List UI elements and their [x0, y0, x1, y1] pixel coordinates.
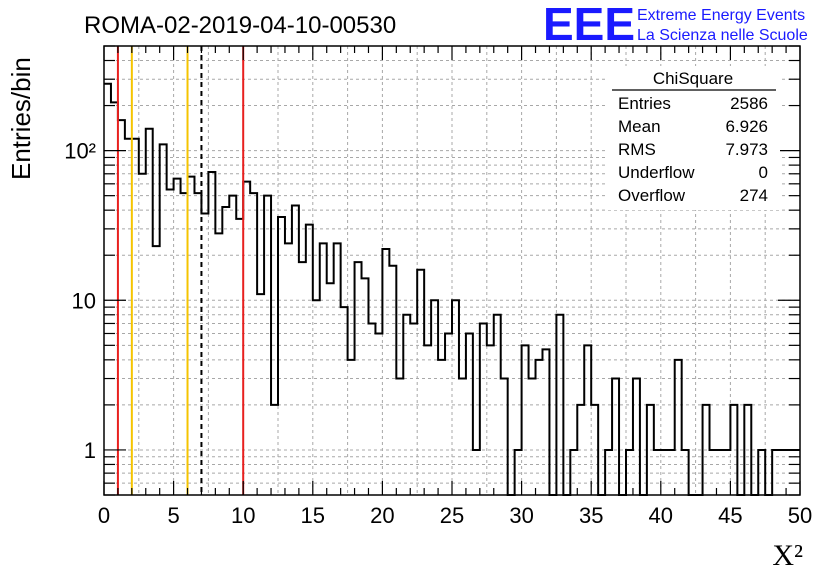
x-tick-label: 35 [579, 503, 603, 528]
y-axis-label: Entries/bin [6, 57, 36, 180]
x-tick-label: 0 [98, 503, 110, 528]
histogram-outline [104, 82, 800, 496]
logo-line-2: La Scienza nelle Scuole [637, 27, 808, 44]
y-tick-label: 1 [84, 438, 96, 463]
stats-label: RMS [618, 140, 656, 159]
x-tick-label: 5 [167, 503, 179, 528]
y-tick-labels: 1 10 10² [64, 139, 96, 463]
stats-rows: Entries 2586 Mean 6.926 RMS 7.973 Underflow 0 Ov… [618, 94, 768, 205]
eee-logo: EEE Extreme Energy Events La Scienza nel… [543, 0, 808, 50]
x-tick-label: 15 [301, 503, 325, 528]
stats-value: 0 [759, 163, 768, 182]
x-tick-labels: 0 5 10 15 20 25 30 35 40 45 50 [98, 503, 812, 528]
x-tick-label: 10 [231, 503, 255, 528]
stats-box-name: ChiSquare [653, 69, 733, 88]
stats-label: Overflow [618, 186, 686, 205]
stats-label: Mean [618, 117, 661, 136]
stats-value: 274 [740, 186, 768, 205]
stats-box: ChiSquare Entries 2586 Mean 6.926 RMS 7.973 Un… [606, 66, 780, 210]
stats-label: Underflow [618, 163, 695, 182]
stats-value: 7.973 [725, 140, 768, 159]
stats-label: Entries [618, 94, 671, 113]
x-axis-label: X² [772, 539, 803, 572]
x-tick-label: 40 [649, 503, 673, 528]
x-tick-label: 20 [370, 503, 394, 528]
x-tick-label: 30 [509, 503, 533, 528]
histogram-series [104, 82, 800, 496]
y-tick-label: 10² [64, 139, 96, 164]
stats-value: 2586 [730, 94, 768, 113]
chart-title: ROMA-02-2019-04-10-00530 [84, 12, 396, 39]
x-tick-label: 25 [440, 503, 464, 528]
logo-mark: EEE [543, 0, 635, 50]
x-tick-label: 50 [788, 503, 812, 528]
reference-lines [116, 46, 245, 495]
x-tick-label: 45 [718, 503, 742, 528]
stats-value: 6.926 [725, 117, 768, 136]
logo-line-1: Extreme Energy Events [637, 7, 805, 24]
y-tick-label: 10 [72, 288, 96, 313]
axis-ticks [103, 45, 801, 496]
